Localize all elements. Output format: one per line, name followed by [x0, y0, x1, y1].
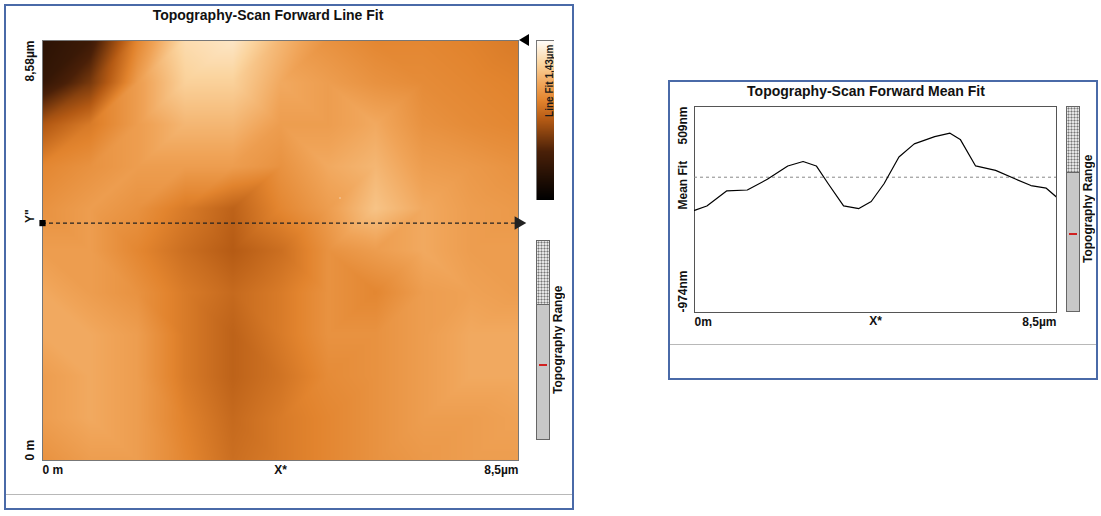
svg-text:Y": Y": [23, 209, 37, 223]
html-text:Topography-Scan Forward Line F: Topography-Scan Forward Line Fit: [152, 7, 384, 23]
svg-text:-974nm: -974nm: [676, 270, 690, 312]
svg-text:Mean Fit: Mean Fit: [676, 161, 690, 210]
svg-text:0 m: 0 m: [43, 463, 64, 477]
html-text:Topography Range: Topography Range: [1081, 154, 1095, 264]
svg-text:8,5µm: 8,5µm: [1022, 315, 1056, 329]
html-text:Topography Range: Topography Range: [551, 285, 565, 395]
svg-text:0 m: 0 m: [23, 440, 37, 461]
svg-text:8,58µm: 8,58µm: [23, 41, 37, 82]
svg-text:Line Fit 1,43µm: Line Fit 1,43µm: [544, 44, 554, 117]
svg-text:0m: 0m: [695, 315, 712, 329]
svg-text:8,5µm: 8,5µm: [484, 463, 518, 477]
svg-text:X*: X*: [869, 314, 882, 328]
svg-text:509nm: 509nm: [676, 107, 690, 145]
html-text:Topography-Scan Forward Mean F: Topography-Scan Forward Mean Fit: [747, 83, 985, 99]
svg-text:X*: X*: [274, 463, 287, 477]
